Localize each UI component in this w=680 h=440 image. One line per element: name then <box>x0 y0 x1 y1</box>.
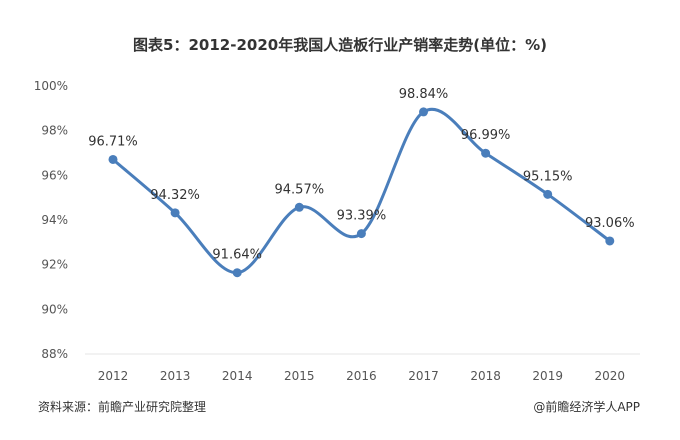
data-label: 91.64% <box>212 248 262 263</box>
data-point <box>108 154 118 164</box>
data-label: 98.84% <box>399 87 449 102</box>
y-tick-label: 94% <box>41 213 68 227</box>
x-tick-label: 2017 <box>408 369 439 383</box>
data-point <box>481 148 491 158</box>
data-label: 93.06% <box>585 216 635 231</box>
data-label: 93.39% <box>337 209 387 224</box>
data-point <box>419 107 428 117</box>
data-label: 94.57% <box>275 182 325 197</box>
x-tick-label: 2015 <box>284 369 315 383</box>
data-point <box>356 229 366 239</box>
data-label: 95.15% <box>523 169 573 184</box>
x-tick-label: 2012 <box>98 369 129 383</box>
data-point <box>232 268 242 278</box>
x-tick-label: 2018 <box>470 369 501 383</box>
x-tick-label: 2019 <box>532 369 563 383</box>
data-point <box>605 236 615 246</box>
y-tick-label: 98% <box>41 124 68 138</box>
y-tick-label: 100% <box>34 79 68 93</box>
data-point <box>543 189 553 199</box>
source-note: 资料来源：前瞻产业研究院整理 <box>38 400 207 414</box>
chart-title: 图表5：2012-2020年我国人造板行业产销率走势(单位：%) <box>133 36 547 54</box>
y-tick-label: 90% <box>41 302 68 316</box>
data-point <box>294 202 304 212</box>
data-point <box>170 208 180 218</box>
x-tick-label: 2014 <box>222 369 253 383</box>
credit-note: @前瞻经济学人APP <box>533 400 640 414</box>
x-tick-label: 2020 <box>595 369 626 383</box>
x-tick-label: 2016 <box>346 369 377 383</box>
data-label: 96.99% <box>461 128 511 143</box>
x-tick-label: 2013 <box>160 369 191 383</box>
y-tick-label: 96% <box>41 168 68 182</box>
data-label: 94.32% <box>150 188 200 203</box>
data-label: 96.71% <box>88 134 138 149</box>
y-tick-label: 92% <box>41 258 68 272</box>
y-tick-label: 88% <box>41 347 68 361</box>
